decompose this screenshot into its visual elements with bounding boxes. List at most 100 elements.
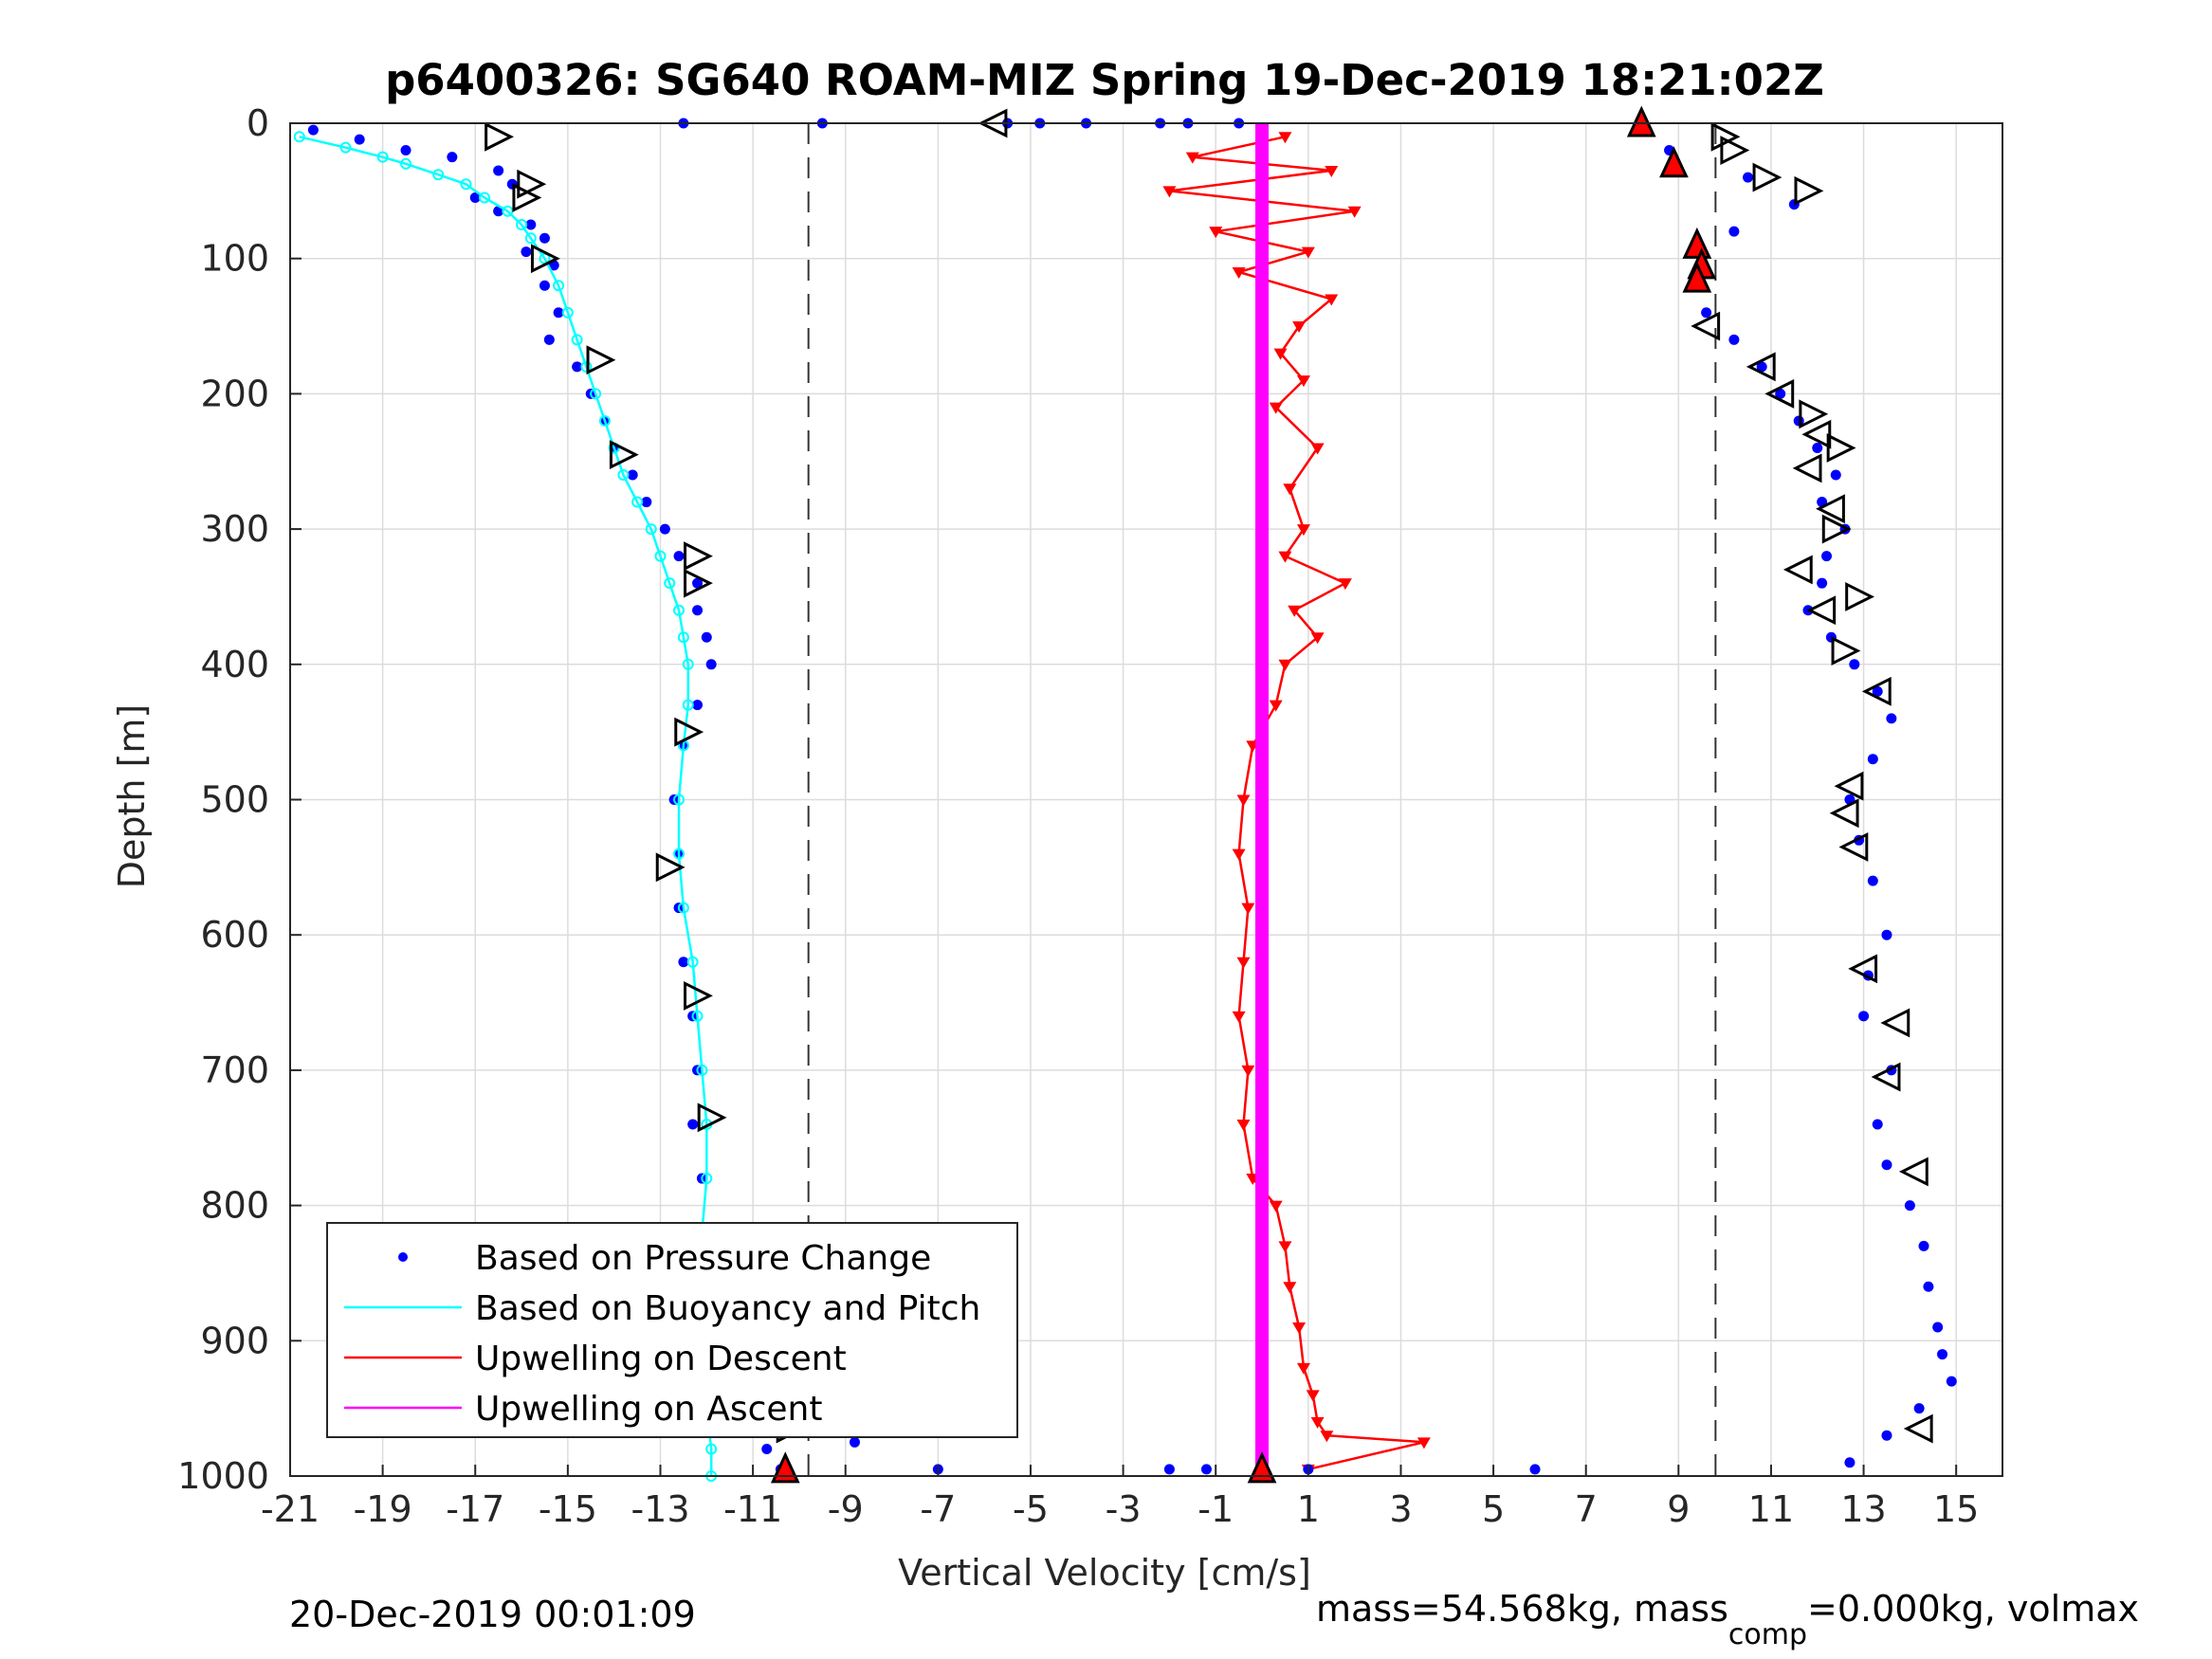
series-point [1162,186,1177,198]
pitch-marker [1691,311,1721,341]
x-tick-label: 11 [1748,1488,1794,1530]
series-point [691,1010,704,1022]
series-point [521,246,532,258]
pitch-marker [1710,121,1741,152]
x-tick-label: -19 [354,1488,412,1530]
x-tick-label: -11 [723,1488,782,1530]
pitch-marker [586,345,616,375]
x-tick-label: -5 [1013,1488,1049,1530]
series-point [479,191,491,204]
series-point [1347,206,1362,218]
series-line [1169,136,1425,1471]
series-point [598,414,611,427]
series-point [590,388,602,400]
series-point [645,523,657,536]
series-point [1185,152,1199,164]
series-point [1283,1282,1297,1294]
series-point [561,306,574,319]
series-group [293,118,1957,1482]
series-point [1236,957,1251,969]
pitch-marker [684,568,713,598]
x-tick-label: -17 [446,1488,504,1530]
series-point [1881,1430,1892,1441]
series-point [553,307,564,319]
pitch-marker [1764,378,1795,409]
y-tick-label: 700 [200,1049,269,1091]
legend-swatch [398,1252,408,1262]
x-axis: -21 -19 -17 -15 -13 -11 -9 -7 -5 -3 -1 1 3 5 7 9 11 13 15 [261,1465,1979,1530]
grid [289,122,2002,1477]
pitch-marker [1903,1413,1933,1444]
series-point [1269,402,1283,414]
apogee-marker [1682,227,1712,259]
series-point [1236,794,1251,807]
series-point [1529,1464,1541,1475]
pitch-marker [1880,1008,1910,1038]
series-point [1310,632,1325,645]
series-point [1292,321,1307,334]
series-point [1830,469,1841,481]
series-point [1946,1376,1957,1387]
series-point [293,131,305,143]
x-tick-label: 13 [1840,1488,1886,1530]
series-point [664,577,676,590]
pitch-marker [517,169,547,199]
series-point [1743,172,1754,183]
series-point [673,551,685,562]
series-point [539,280,550,291]
series-point [1292,1322,1307,1335]
series-point [543,334,555,345]
x-tick-label: 9 [1667,1488,1690,1530]
series-point [1232,266,1246,279]
pitch-marker [1752,162,1782,192]
pitch-marker [1792,453,1822,483]
y-tick-label: 0 [247,102,269,144]
series-point [339,141,352,154]
series-point [307,124,319,136]
y-tick-label: 200 [200,373,269,414]
series-point [682,658,694,670]
series-point [1904,1200,1915,1212]
series-point [617,469,630,482]
pitch-marker [684,980,713,1011]
pitch-marker [1861,676,1892,706]
apogee-marker [770,1451,800,1484]
series-point [1310,443,1325,455]
x-tick-label: 7 [1575,1488,1598,1530]
pitch-marker [1829,798,1859,829]
pitch-marker [1720,136,1750,165]
series-point [1306,1390,1320,1402]
pitch-marker [1806,595,1837,626]
series-point [1232,848,1246,861]
series-point [354,134,365,145]
footer-mass-part2: =0.000kg, volmax [1807,1588,2139,1630]
series-point [1872,685,1883,697]
series-point [1886,713,1897,724]
series-point [447,152,458,163]
series-point [1325,165,1339,177]
series-point [682,699,694,711]
pitch-marker [684,541,713,572]
pitch-marker [1871,1062,1901,1092]
series-point [1937,1349,1948,1360]
y-tick-label: 600 [200,914,269,956]
series-point [701,631,712,643]
legend: Based on Pressure Change Based on Buoyanc… [326,1222,1018,1438]
y-tick-label: 100 [200,238,269,280]
series-point [849,1436,860,1448]
series-point [1817,577,1828,589]
x-tick-label: -9 [828,1488,864,1530]
series-point [1881,1159,1892,1171]
series-point [654,550,667,562]
series-point [400,157,412,170]
y-tick-label: 1000 [177,1455,269,1497]
series-point [1728,226,1740,237]
series-point [631,496,644,508]
series-point [1918,1240,1929,1251]
series-point [524,232,537,245]
series-point [1278,132,1292,144]
series-point [1278,1241,1292,1253]
series-point [641,497,652,508]
series-point [673,848,686,860]
